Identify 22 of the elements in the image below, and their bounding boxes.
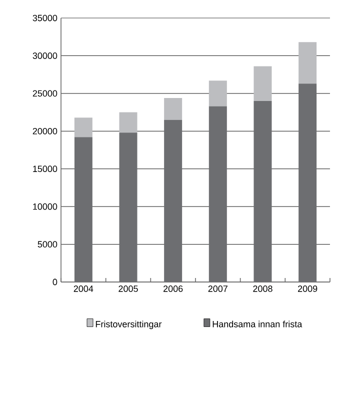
legend-label: Handsama innan frista <box>212 320 302 328</box>
x-tick-label: 2008 <box>253 286 272 292</box>
y-tick-label: 0 <box>52 278 58 286</box>
bar <box>164 98 182 120</box>
x-tick-label: 2005 <box>118 286 138 292</box>
y-tick-label: 30000 <box>32 52 58 59</box>
x-tick-label: 2009 <box>298 286 318 292</box>
legend-label: Fristoversittingar <box>96 320 162 330</box>
y-tick-label: 20000 <box>32 128 58 134</box>
bar <box>119 112 138 133</box>
bar <box>254 66 272 101</box>
x-tick-label: 2006 <box>164 286 183 292</box>
y-tick-label: 15000 <box>33 166 58 172</box>
y-tick-label: 5000 <box>38 241 58 248</box>
y-tick-label: 35000 <box>32 14 58 22</box>
x-tick-label: 2007 <box>208 286 228 292</box>
bar <box>208 80 227 106</box>
bar <box>298 42 317 84</box>
x-tick-label: 2004 <box>74 286 94 292</box>
bar <box>74 118 92 138</box>
y-tick-label: 25000 <box>32 90 58 97</box>
y-tick-label: 10000 <box>33 203 58 210</box>
